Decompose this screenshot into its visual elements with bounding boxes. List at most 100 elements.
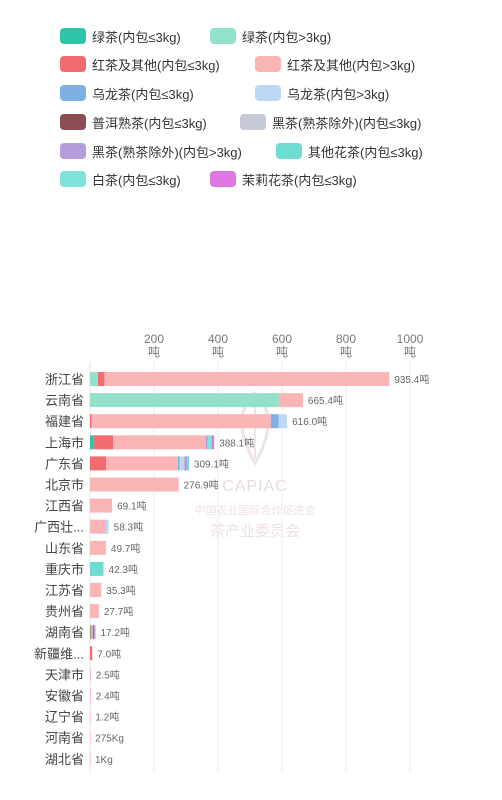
- bar-segment: [207, 435, 212, 450]
- legend-item[interactable]: 其他花茶(内包≤3kg): [276, 141, 423, 161]
- bar-segment: [278, 414, 288, 429]
- watermark: CAPIAC 中国农业国际合作促进会 茶产业委员会: [170, 380, 340, 540]
- total-label: 27.7吨: [104, 605, 133, 618]
- legend-item[interactable]: 绿茶(内包>3kg): [210, 26, 331, 46]
- y-category-label: 广东省: [45, 456, 84, 471]
- total-label: 2.4吨: [96, 690, 120, 703]
- bar-segment: [186, 456, 189, 471]
- total-label: 69.1吨: [117, 500, 146, 513]
- y-category-label: 贵州省: [45, 604, 84, 619]
- legend-swatch: [210, 28, 236, 44]
- bar-segment: [91, 414, 271, 429]
- watermark-line1: 中国农业国际合作促进会: [194, 505, 316, 517]
- legend-swatch: [60, 56, 86, 72]
- bar-segment: [278, 393, 303, 408]
- chart-legend: 绿茶(内包≤3kg) 绿茶(内包>3kg) 红茶及其他(内包≤3kg) 红茶及其他(内…: [0, 0, 502, 200]
- x-tick-line: 600: [272, 332, 292, 346]
- total-label: 616.0吨: [292, 415, 327, 428]
- y-category-label: 浙江省: [45, 372, 84, 387]
- bar-segment: [90, 709, 91, 724]
- x-tick-line: 吨: [212, 345, 224, 359]
- legend-item[interactable]: 乌龙茶(内包>3kg): [255, 83, 389, 103]
- bar-segment: [106, 456, 178, 471]
- bars: [90, 372, 390, 766]
- y-category-label: 辽宁省: [45, 710, 84, 725]
- total-label: 665.4吨: [308, 394, 343, 407]
- legend-item[interactable]: 普洱熟茶(内包≤3kg): [60, 112, 207, 132]
- bar-segment: [90, 393, 279, 408]
- legend-label: 茉莉花茶(内包≤3kg): [242, 172, 357, 188]
- total-label: 309.1吨: [194, 457, 229, 470]
- total-label: 49.7吨: [111, 542, 140, 555]
- legend-item[interactable]: 绿茶(内包≤3kg): [60, 26, 181, 46]
- bar-segment: [90, 540, 106, 555]
- x-tick-label: 400 吨: [208, 332, 228, 359]
- total-label: 35.3吨: [106, 584, 135, 597]
- total-label: 17.2吨: [101, 626, 130, 639]
- bar-segment: [90, 667, 91, 682]
- bar-segment: [205, 435, 208, 450]
- y-category-label: 福建省: [45, 414, 84, 429]
- legend-label: 乌龙茶(内包≤3kg): [92, 86, 194, 102]
- y-category-label: 云南省: [45, 393, 84, 408]
- bar-segment: [90, 456, 106, 471]
- legend-item[interactable]: 红茶及其他(内包≤3kg): [60, 54, 220, 74]
- legend-swatch: [240, 114, 266, 130]
- total-label: 2.5吨: [96, 668, 120, 681]
- x-tick-label: 600 吨: [272, 332, 292, 359]
- bar-segment: [90, 751, 91, 766]
- y-category-label: 上海市: [45, 435, 84, 450]
- total-label: 388.1吨: [219, 436, 254, 449]
- legend-item[interactable]: 乌龙茶(内包≤3kg): [60, 83, 194, 103]
- legend-item[interactable]: 黑茶(熟茶除外)(内包≤3kg): [240, 112, 421, 132]
- total-label: 7.0吨: [97, 647, 121, 660]
- bar-segment: [90, 435, 94, 450]
- legend-label: 红茶及其他(内包≤3kg): [92, 57, 220, 73]
- x-tick-line: 800: [336, 332, 356, 346]
- bar-segment: [90, 625, 91, 640]
- legend-label: 绿茶(内包>3kg): [242, 29, 332, 45]
- legend-label: 红茶及其他(内包>3kg): [287, 57, 416, 73]
- watermark-logo: CAPIAC: [222, 478, 288, 495]
- legend-label: 黑茶(熟茶除外)(内包>3kg): [92, 144, 242, 160]
- y-category-label: 广西壮...: [34, 520, 84, 535]
- legend-item[interactable]: 白茶(内包≤3kg): [60, 169, 181, 189]
- bar-segment: [93, 625, 95, 640]
- bar-segment: [90, 372, 98, 386]
- total-label: 1.2吨: [95, 711, 119, 724]
- x-tick-line: 400: [208, 332, 228, 346]
- bar-segment: [90, 730, 91, 745]
- bar-segment: [90, 519, 106, 534]
- legend-swatch: [60, 85, 86, 101]
- legend-swatch: [60, 171, 86, 187]
- y-category-label: 天津市: [45, 667, 84, 682]
- legend-label: 白茶(内包≤3kg): [92, 172, 181, 188]
- bar-segment: [90, 646, 93, 661]
- total-label: 276.9吨: [184, 479, 219, 492]
- total-label: 935.4吨: [394, 373, 429, 386]
- legend-item[interactable]: 茉莉花茶(内包≤3kg): [210, 169, 357, 189]
- bar-segment: [94, 625, 96, 640]
- bar-segment: [178, 456, 180, 471]
- legend-item[interactable]: 红茶及其他(内包>3kg): [255, 54, 415, 74]
- x-tick-line: 吨: [276, 345, 288, 359]
- bar-segment: [90, 477, 179, 492]
- watermark-line2: 茶产业委员会: [209, 522, 300, 540]
- x-tick-line: 200: [144, 332, 164, 346]
- bar-segment: [113, 435, 206, 450]
- legend-swatch: [60, 28, 86, 44]
- x-tick-line: 吨: [404, 345, 416, 359]
- bar-segment: [90, 604, 99, 619]
- total-label: 275Kg: [95, 734, 124, 745]
- legend-label: 普洱熟茶(内包≤3kg): [92, 115, 207, 131]
- bar-segment: [98, 372, 105, 386]
- y-category-label: 江苏省: [45, 583, 84, 598]
- y-category-label: 河南省: [45, 731, 84, 746]
- bar-segment: [184, 456, 187, 471]
- legend-item[interactable]: 黑茶(熟茶除外)(内包>3kg): [60, 141, 242, 161]
- y-category-label: 湖北省: [45, 752, 84, 767]
- total-label: 58.3吨: [114, 521, 143, 534]
- total-label: 1Kg: [95, 755, 113, 766]
